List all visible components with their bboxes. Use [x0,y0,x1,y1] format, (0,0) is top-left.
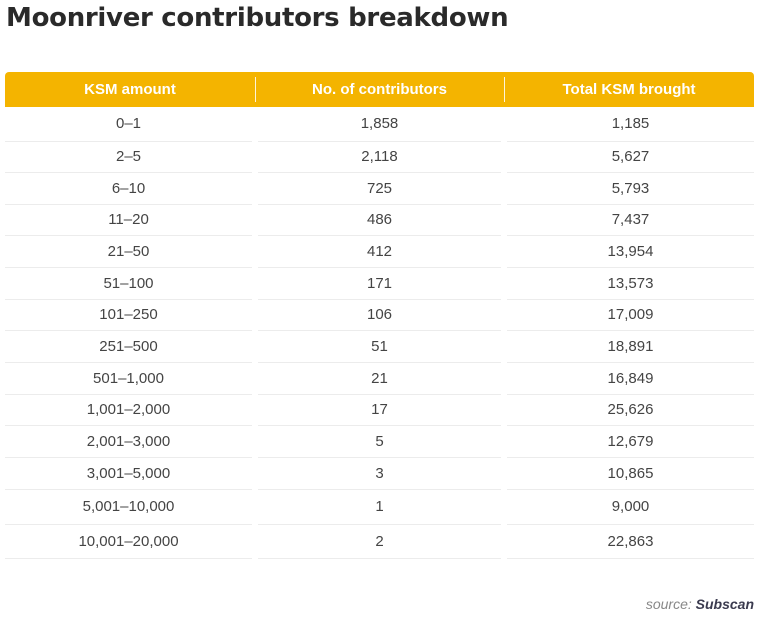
cell-ksm-amount: 0–1 [5,107,255,142]
cell-ksm-amount: 251–500 [5,330,255,363]
cell-total-ksm: 22,863 [501,524,754,559]
cell-contributors: 2,118 [252,141,504,173]
table-row: 101–250 106 17,009 [5,299,754,331]
column-header-ksm-amount: KSM amount [84,81,176,98]
cell-ksm-amount: 6–10 [5,172,255,205]
column-header-total-ksm: Total KSM brought [504,72,754,107]
contributors-table-container: KSM amount No. of contributors Total KSM… [5,72,754,559]
cell-contributors: 412 [252,235,504,268]
table-row: 501–1,000 21 16,849 [5,362,754,395]
table-header-row: KSM amount No. of contributors Total KSM… [5,72,754,107]
cell-ksm-amount: 101–250 [5,299,255,331]
cell-contributors: 2 [252,524,504,559]
cell-total-ksm: 9,000 [501,489,754,525]
cell-contributors: 106 [252,299,504,331]
column-header-contributors: No. of contributors [255,72,504,107]
cell-total-ksm: 1,185 [501,107,754,142]
cell-total-ksm: 5,627 [501,141,754,173]
table-row: 2–5 2,118 5,627 [5,141,754,173]
cell-contributors: 725 [252,172,504,205]
cell-total-ksm: 7,437 [501,204,754,236]
cell-contributors: 1 [252,489,504,525]
table-row: 10,001–20,000 2 22,863 [5,524,754,559]
cell-total-ksm: 12,679 [501,425,754,458]
cell-contributors: 486 [252,204,504,236]
cell-total-ksm: 5,793 [501,172,754,205]
cell-total-ksm: 13,573 [501,267,754,300]
cell-ksm-amount: 11–20 [5,204,255,236]
cell-total-ksm: 25,626 [501,394,754,426]
cell-contributors: 171 [252,267,504,300]
table-row: 3,001–5,000 3 10,865 [5,457,754,490]
source-name: Subscan [695,596,754,612]
cell-total-ksm: 16,849 [501,362,754,395]
table-row: 11–20 486 7,437 [5,204,754,236]
contributors-table: KSM amount No. of contributors Total KSM… [5,72,754,559]
cell-ksm-amount: 5,001–10,000 [5,489,255,525]
cell-total-ksm: 17,009 [501,299,754,331]
cell-total-ksm: 18,891 [501,330,754,363]
cell-ksm-amount: 1,001–2,000 [5,394,255,426]
cell-ksm-amount: 21–50 [5,235,255,268]
cell-contributors: 1,858 [252,107,504,142]
source-prefix: source: [645,596,692,612]
table-row: 2,001–3,000 5 12,679 [5,425,754,458]
cell-contributors: 51 [252,330,504,363]
cell-ksm-amount: 10,001–20,000 [5,524,255,559]
table-row: 1,001–2,000 17 25,626 [5,394,754,426]
cell-ksm-amount: 2–5 [5,141,255,173]
cell-ksm-amount: 2,001–3,000 [5,425,255,458]
cell-total-ksm: 13,954 [501,235,754,268]
table-body: 0–1 1,858 1,185 2–5 2,118 5,627 6–10 725 5,793 11… [5,107,754,559]
cell-contributors: 21 [252,362,504,395]
cell-contributors: 3 [252,457,504,490]
cell-contributors: 17 [252,394,504,426]
table-row: 251–500 51 18,891 [5,330,754,363]
page-title: Moonriver contributors breakdown [6,3,509,33]
table-row: 21–50 412 13,954 [5,235,754,268]
table-row: 51–100 171 13,573 [5,267,754,300]
cell-ksm-amount: 501–1,000 [5,362,255,395]
cell-total-ksm: 10,865 [501,457,754,490]
cell-ksm-amount: 3,001–5,000 [5,457,255,490]
table-row: 5,001–10,000 1 9,000 [5,489,754,525]
cell-ksm-amount: 51–100 [5,267,255,300]
cell-contributors: 5 [252,425,504,458]
source-credit: source: Subscan [646,596,754,612]
table-header: KSM amount No. of contributors Total KSM… [5,72,754,107]
table-row: 6–10 725 5,793 [5,172,754,205]
table-row: 0–1 1,858 1,185 [5,107,754,142]
